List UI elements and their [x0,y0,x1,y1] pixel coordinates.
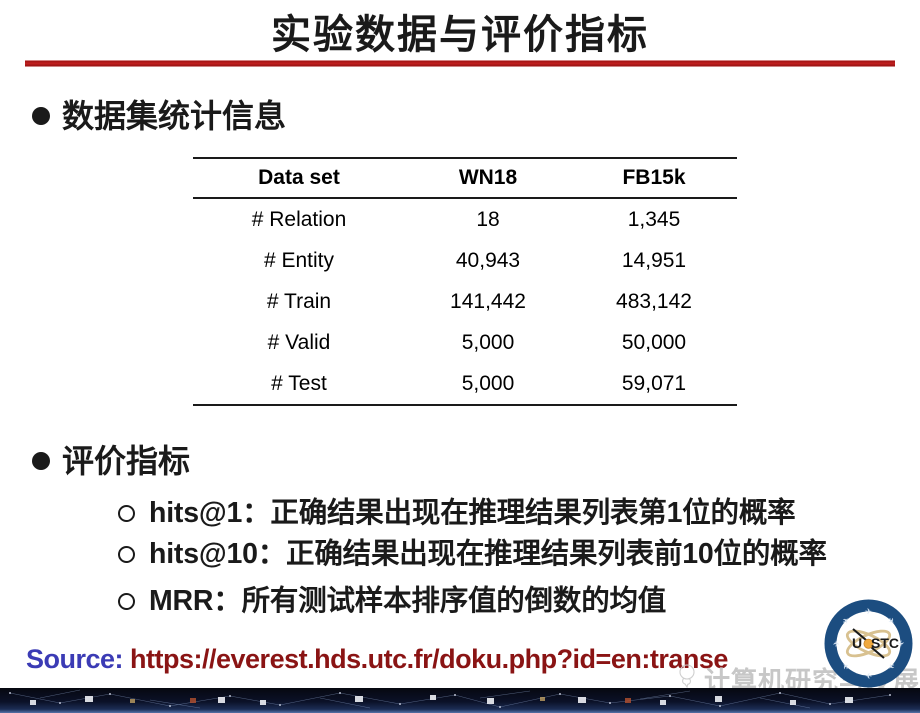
svg-text:U: U [852,635,862,651]
svg-text:✈: ✈ [896,640,905,647]
svg-text:✈: ✈ [832,640,841,647]
svg-text:✈: ✈ [865,607,872,616]
svg-text:STC: STC [871,635,899,651]
svg-text:✈: ✈ [865,671,872,680]
